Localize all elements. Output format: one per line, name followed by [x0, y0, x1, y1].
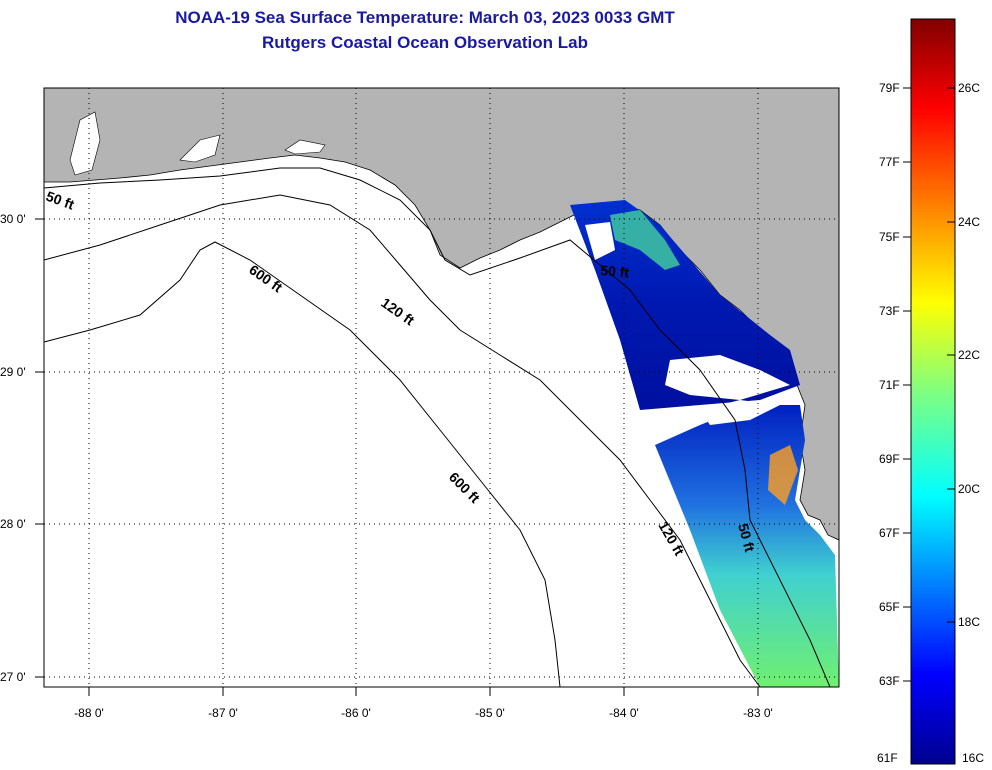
bay-coast: [284, 139, 326, 155]
x-tick-label: -86 0': [341, 706, 371, 720]
contour-label: 50 ft: [735, 522, 758, 554]
cloud-gap: [700, 400, 780, 425]
axis-ticks: [35, 218, 759, 696]
colorbar-f-label: 77F: [879, 155, 900, 169]
sst-warm-patch-north: [610, 210, 680, 270]
colorbar-f-label: 79F: [879, 81, 900, 95]
contour-120ft: [44, 194, 761, 687]
colorbar-f-label: 75F: [879, 230, 900, 244]
colorbar-f-ticks: [903, 87, 911, 682]
sst-swath-north: [570, 200, 800, 410]
contour-600ft: [44, 241, 561, 687]
colorbar-c-ticks: [947, 87, 955, 623]
cloud-gap: [585, 222, 615, 260]
colorbar-f-label: 69F: [879, 452, 900, 466]
colorbar-f-label: 67F: [879, 526, 900, 540]
y-tick-label: 30 0': [0, 212, 26, 226]
x-tick-label: -85 0': [475, 706, 505, 720]
map-subtitle: Rutgers Coastal Ocean Observation Lab: [262, 33, 588, 52]
contour-50ft: [44, 167, 831, 687]
y-tick-label: 29 0': [0, 365, 26, 379]
colorbar-f-label: 63F: [879, 674, 900, 688]
colorbar-c-min-label: 16C: [962, 751, 984, 765]
colorbar-f-min-label: 61F: [877, 751, 898, 765]
colorbar-c-label: 20C: [958, 482, 980, 496]
contour-label: 50 ft: [600, 262, 630, 280]
colorbar-c-label: 22C: [958, 348, 980, 362]
x-tick-label: -84 0': [609, 706, 639, 720]
colorbar-f-label: 65F: [879, 600, 900, 614]
map-title: NOAA-19 Sea Surface Temperature: March 0…: [175, 8, 675, 27]
colorbar-c-label: 24C: [958, 215, 980, 229]
x-tick-label: -83 0': [743, 706, 773, 720]
bay-west: [69, 111, 101, 176]
y-tick-label: 28 0': [0, 517, 26, 531]
x-tick-label: -88 0': [74, 706, 104, 720]
colorbar-c-label: 26C: [958, 81, 980, 95]
colorbar-f-label: 71F: [879, 378, 900, 392]
bay-apalachee: [179, 134, 221, 163]
colorbar-f-label: 73F: [879, 304, 900, 318]
sst-warm-patch-south: [768, 445, 798, 505]
x-tick-label: -87 0': [208, 706, 238, 720]
color-scale-bar: [910, 18, 956, 765]
y-tick-label: 27 0': [0, 670, 26, 684]
map-frame: [43, 87, 840, 688]
colorbar-c-label: 18C: [958, 615, 980, 629]
